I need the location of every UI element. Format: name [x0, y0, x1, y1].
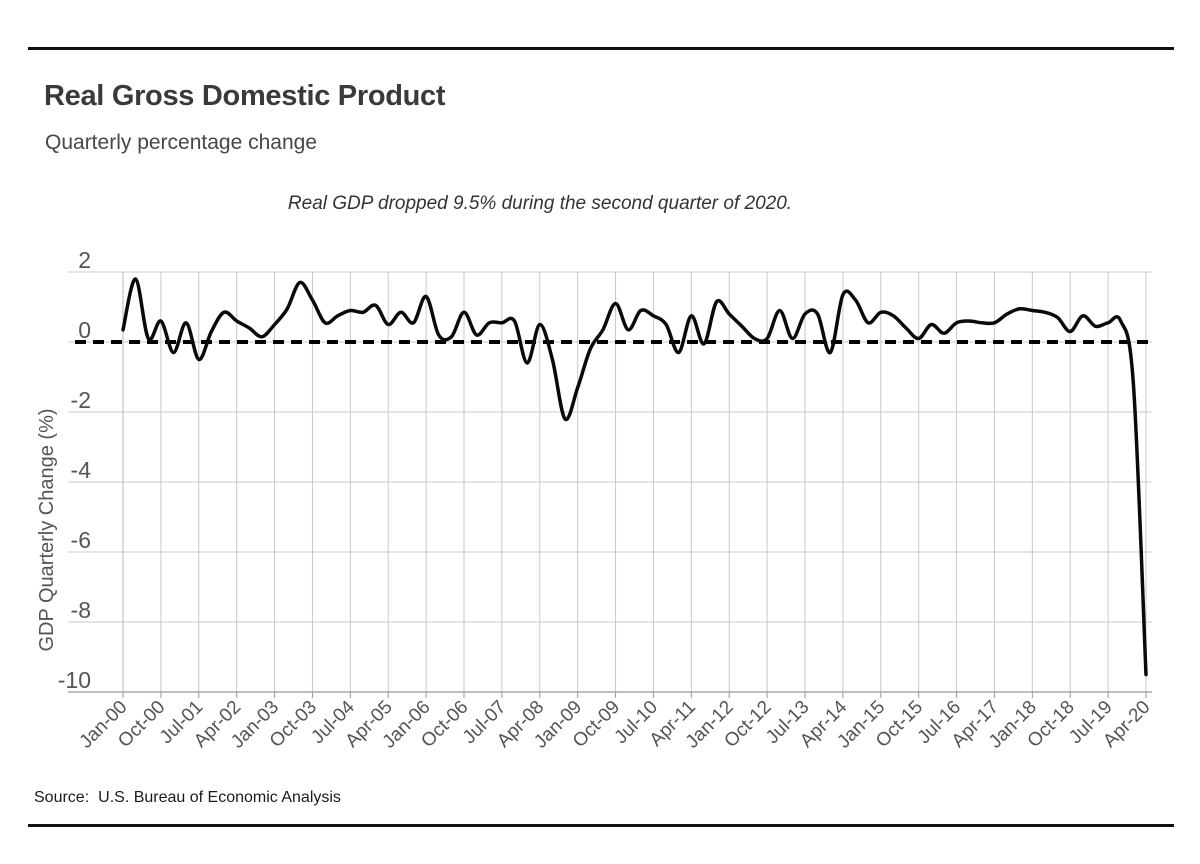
svg-text:-10: -10 [58, 667, 91, 693]
svg-text:0: 0 [78, 317, 91, 343]
page-title: Real Gross Domestic Product [44, 80, 446, 112]
svg-text:-8: -8 [71, 597, 91, 623]
svg-text:2: 2 [78, 247, 91, 273]
source-label: Source: [34, 789, 90, 806]
y-tick-labels: 2 0 -2 -4 -6 -8 -10 [58, 247, 91, 693]
x-tick-labels: Jan-00Oct-00Jul-01Apr-02Jan-03Oct-03Jul-… [76, 696, 1155, 752]
source-note: Source: U.S. Bureau of Economic Analysis [34, 789, 341, 807]
y-gridlines [68, 271, 1152, 623]
svg-text:GDP Quarterly Change (%): GDP Quarterly Change (%) [36, 408, 58, 651]
page-subtitle: Quarterly percentage change [45, 131, 318, 154]
svg-text:-4: -4 [71, 457, 92, 483]
axes [68, 272, 1152, 698]
source-text: U.S. Bureau of Economic Analysis [98, 789, 341, 806]
y-axis-title: GDP Quarterly Change (%) [36, 408, 58, 651]
svg-text:-6: -6 [71, 527, 91, 553]
gdp-line [121, 277, 1148, 677]
bottom-divider [28, 824, 1174, 827]
top-divider [28, 47, 1174, 50]
chart-annotation: Real GDP dropped 9.5% during the second … [287, 193, 793, 214]
svg-text:-2: -2 [71, 387, 91, 413]
gdp-line-chart: 2 0 -2 -4 -6 -8 -10 Jan-00Oct-00Jul-01Apr-02Jan… [36, 247, 1155, 753]
